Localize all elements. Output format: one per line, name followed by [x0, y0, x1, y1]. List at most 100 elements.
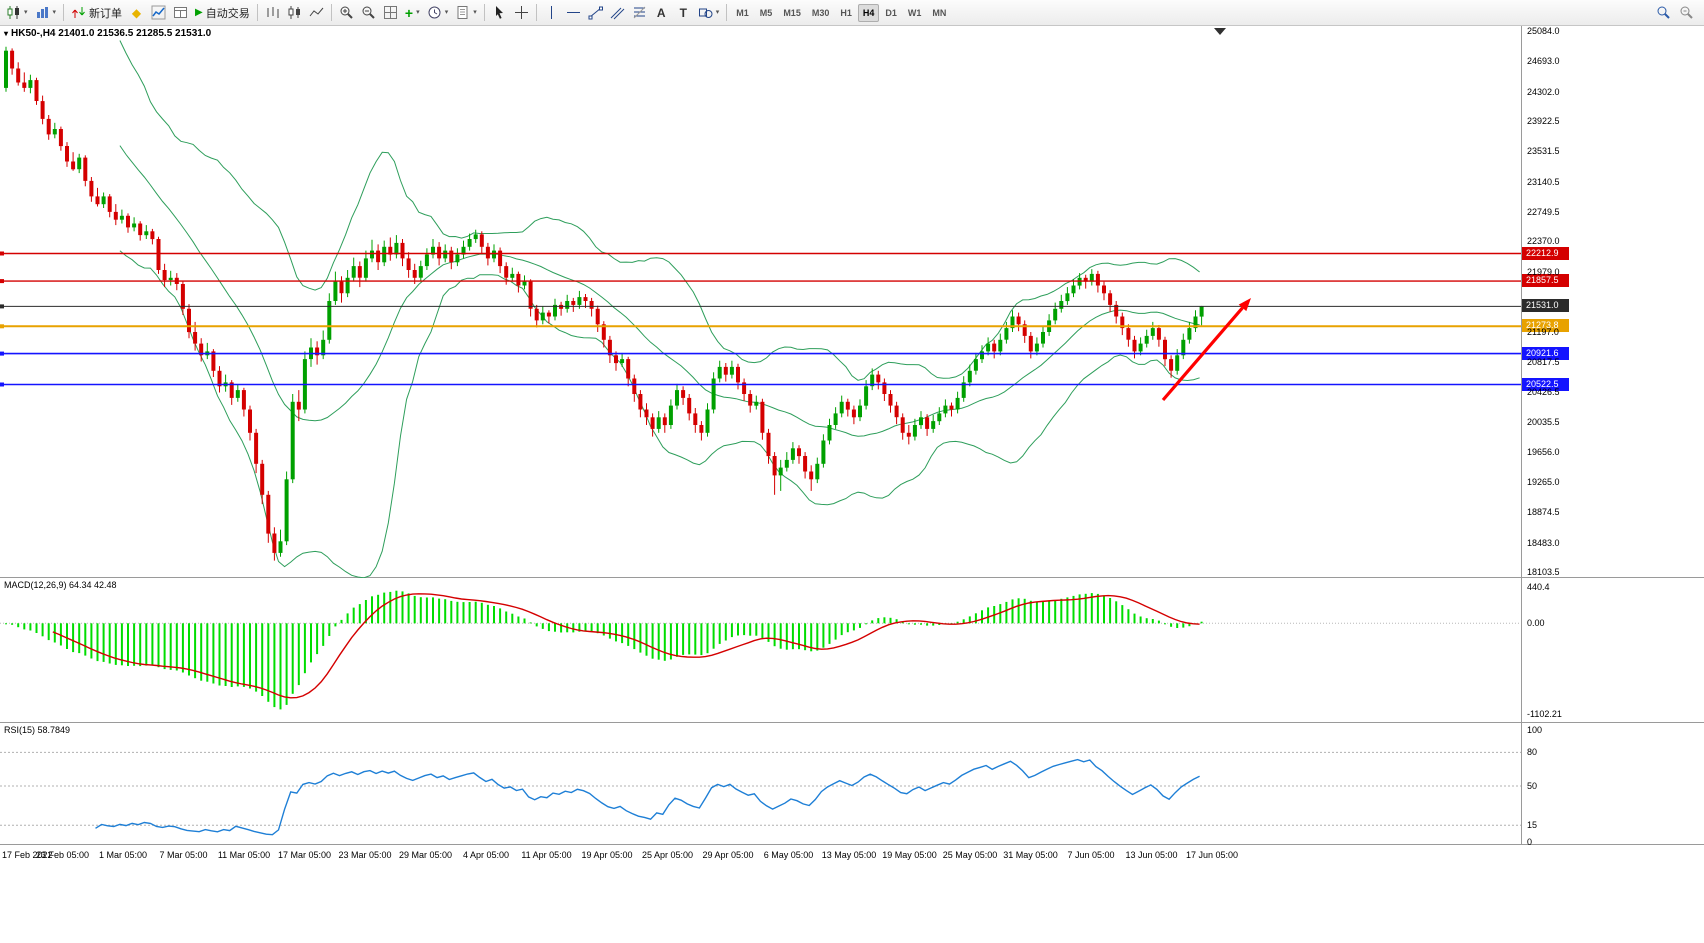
terminal-window-icon	[173, 5, 188, 20]
chart-title: ▾ HK50-,H4 21401.0 21536.5 21285.5 21531.…	[4, 28, 211, 39]
label-tool-button[interactable]: T	[673, 2, 694, 24]
main-chart[interactable]: ▾ HK50-,H4 21401.0 21536.5 21285.5 21531.…	[0, 26, 1704, 578]
candle-chart-type-button[interactable]	[284, 2, 305, 24]
candlestick-chart-icon	[6, 5, 21, 20]
toolbar-right-group	[1653, 2, 1701, 24]
toolbar-separator	[483, 4, 485, 21]
date-label: 7 Mar 05:00	[159, 850, 208, 860]
timeframe-h4-button[interactable]: H4	[857, 3, 880, 22]
rsi-axis-label: 50	[1527, 781, 1538, 791]
macd-panel[interactable]: MACD(12,26,9) 64.34 42.48 440.4 0.00 -1102…	[0, 578, 1704, 723]
chevron-down-icon: ▾	[473, 9, 477, 16]
trendline-icon	[588, 5, 603, 20]
terminal-button[interactable]	[170, 2, 191, 24]
chart-ohlc-title: HK50-,H4 21401.0 21536.5 21285.5 21531.0	[11, 28, 212, 39]
line-chart-type-button[interactable]	[306, 2, 327, 24]
timeframe-w1-button[interactable]: W1	[907, 7, 922, 18]
plus-icon: +	[404, 4, 414, 21]
price-label: 18103.5	[1527, 567, 1560, 577]
price-label: 25084.0	[1527, 26, 1560, 36]
date-label: 11 Apr 05:00	[521, 850, 572, 860]
date-label: 19 May 05:00	[882, 850, 937, 860]
zoom-out-icon	[361, 5, 376, 20]
timeframe-mn-button[interactable]: MN	[932, 7, 947, 18]
date-label: 11 Mar 05:00	[217, 850, 271, 860]
price-label: 23531.5	[1527, 146, 1560, 157]
buy-sell-arrows-icon	[71, 5, 86, 20]
zoom-in-button[interactable]	[336, 2, 357, 24]
rsi-panel[interactable]: RSI(15) 58.7849 100 80 50 15 0	[0, 723, 1704, 847]
candles-icon	[287, 5, 302, 20]
polyline-icon	[309, 5, 324, 20]
play-icon: ▶	[195, 6, 203, 18]
macd-label: MACD(12,26,9) 64.34 42.48	[4, 580, 117, 590]
text-icon: A	[656, 5, 666, 20]
chevron-down-icon: ▾	[24, 9, 28, 16]
new-order-button[interactable]: 新订单	[68, 2, 125, 24]
time-axis[interactable]: 17 Feb 2022 23 Feb 05:00 1 Mar 05:00 7 Mar …	[0, 845, 1704, 865]
search-icon	[1656, 5, 1671, 20]
text-tool-button[interactable]: A	[651, 2, 672, 24]
macd-canvas[interactable]	[0, 578, 1521, 723]
rsi-axis-label: 80	[1527, 747, 1538, 758]
date-label: 13 Jun 05:00	[1125, 850, 1178, 860]
timeframe-d1-button[interactable]: D1	[885, 7, 897, 18]
crosshair-button[interactable]	[511, 2, 532, 24]
rsi-label: RSI(15) 58.7849	[4, 725, 71, 735]
periods-button[interactable]: ▾	[424, 2, 452, 24]
rsi-canvas[interactable]	[0, 723, 1521, 845]
price-axis[interactable]: 22212.9 21857.5 21531.0 21273.8 20921.6 20522…	[1521, 26, 1704, 577]
fibonacci-tool-button[interactable]	[629, 2, 650, 24]
horizontal-line-tool-button[interactable]	[563, 2, 584, 24]
new-chart-button[interactable]: ▾	[3, 2, 31, 24]
zoom-out-button[interactable]	[358, 2, 379, 24]
chart-window-button[interactable]	[148, 2, 169, 24]
date-label: 31 May 05:00	[1003, 850, 1058, 860]
chart-area: ▾ HK50-,H4 21401.0 21536.5 21285.5 21531.…	[0, 26, 1704, 943]
date-label: 29 Apr 05:00	[702, 850, 754, 860]
rsi-axis: 100 80 50 15 0	[1521, 723, 1704, 847]
bar-chart-type-button[interactable]	[262, 2, 283, 24]
date-label: 17 Mar 05:00	[277, 850, 332, 860]
timeframe-m5-button[interactable]: M5	[759, 7, 773, 18]
tile-windows-button[interactable]	[380, 2, 401, 24]
trendline-tool-button[interactable]	[585, 2, 606, 24]
shapes-tool-button[interactable]: ▾	[695, 2, 723, 24]
chevron-down-icon: ▾	[715, 9, 720, 16]
macd-axis-label: 440.4	[1527, 582, 1550, 592]
tile-grid-icon	[383, 5, 398, 20]
channel-icon	[610, 5, 625, 20]
profiles-button[interactable]: ▾	[32, 2, 60, 24]
date-label: 23 Mar 05:00	[338, 850, 392, 860]
ohlc-bars-icon	[265, 5, 280, 20]
chevron-down-icon: ▾	[444, 9, 449, 16]
autotrading-button[interactable]: ▶ 自动交易	[192, 2, 253, 24]
timeframe-m15-button[interactable]: M15	[783, 7, 801, 18]
cursor-button[interactable]	[489, 2, 510, 24]
autotrading-label: 自动交易	[205, 7, 250, 20]
vertical-line-tool-button[interactable]	[541, 2, 562, 24]
search-button[interactable]	[1653, 2, 1674, 24]
timeframe-m30-button[interactable]: M30	[811, 7, 830, 18]
market-button[interactable]: ◆	[126, 2, 147, 24]
horizontal-line-icon	[566, 5, 581, 20]
find-symbol-button[interactable]	[1676, 2, 1697, 24]
indicators-button[interactable]: + ▾	[402, 2, 423, 24]
templates-button[interactable]: ▾	[452, 2, 480, 24]
date-label: 4 Apr 05:00	[462, 850, 510, 860]
date-label: 1 Mar 05:00	[98, 850, 148, 860]
price-label: 21197.0	[1527, 327, 1559, 338]
timeframe-h1-button[interactable]: H1	[840, 7, 852, 18]
vertical-line-icon	[544, 5, 559, 20]
price-label: 23922.5	[1527, 116, 1560, 127]
line-chart-icon	[151, 5, 166, 20]
rsi-axis-label: 0	[1527, 837, 1533, 847]
channel-tool-button[interactable]	[607, 2, 628, 24]
timeframe-m1-button[interactable]: M1	[736, 7, 749, 18]
rsi-axis-label: 100	[1527, 725, 1543, 735]
date-label: 29 Mar 05:00	[398, 850, 453, 860]
macd-axis-label: 0.00	[1527, 618, 1545, 629]
price-chart-canvas[interactable]	[0, 26, 1521, 578]
bar-chart-icon	[35, 5, 50, 20]
rsi-axis-label: 15	[1527, 820, 1538, 831]
